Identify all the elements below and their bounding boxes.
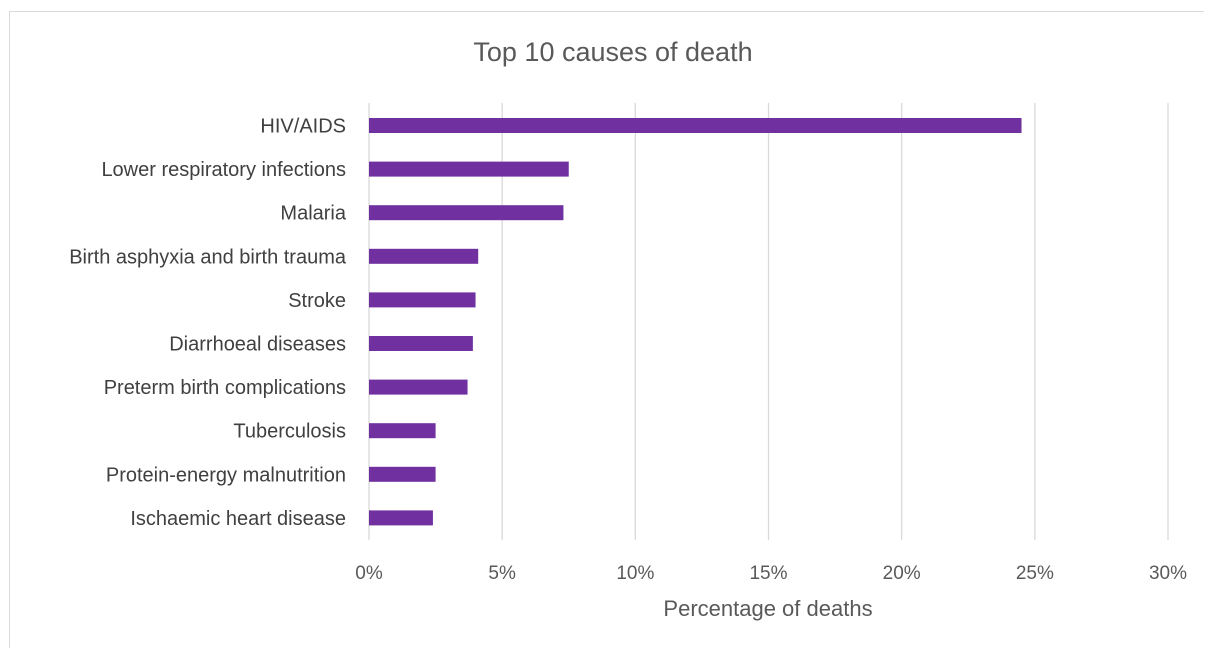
category-label: Lower respiratory infections	[101, 159, 346, 181]
bar	[369, 118, 1022, 133]
x-axis-title: Percentage of deaths	[663, 596, 872, 621]
category-labels: HIV/AIDS Lower respiratory infections Mala…	[69, 116, 347, 530]
x-tick-labels: 0% 5% 10% 15% 20% 25% 30%	[355, 563, 1187, 584]
bar	[369, 423, 436, 439]
x-tick-label: 0%	[355, 563, 383, 584]
chart-frame	[9, 11, 1204, 648]
bar	[369, 379, 468, 395]
category-label: Preterm birth complications	[104, 377, 346, 399]
category-label: Tuberculosis	[233, 421, 346, 443]
bar	[369, 292, 476, 308]
bar	[369, 336, 473, 351]
category-label: Protein-energy malnutrition	[106, 464, 346, 486]
bar	[369, 248, 479, 264]
category-label: Stroke	[288, 290, 346, 312]
x-tick-label: 25%	[1016, 563, 1054, 584]
category-label: Diarrhoeal diseases	[169, 334, 346, 356]
x-tick-label: 5%	[488, 563, 516, 584]
bar	[369, 161, 569, 177]
category-label: HIV/AIDS	[260, 116, 346, 138]
bar	[369, 466, 436, 482]
category-label: Birth asphyxia and birth trauma	[69, 246, 347, 268]
category-label: Ischaemic heart disease	[130, 508, 346, 530]
x-tick-label: 20%	[883, 563, 921, 584]
bar	[369, 510, 433, 526]
chart-title: Top 10 causes of death	[473, 37, 752, 67]
x-tick-label: 10%	[616, 563, 654, 584]
bars	[369, 118, 1022, 526]
x-tick-label: 15%	[749, 563, 787, 584]
x-tick-label: 30%	[1149, 563, 1187, 584]
category-label: Malaria	[280, 203, 346, 225]
bar	[369, 205, 564, 221]
